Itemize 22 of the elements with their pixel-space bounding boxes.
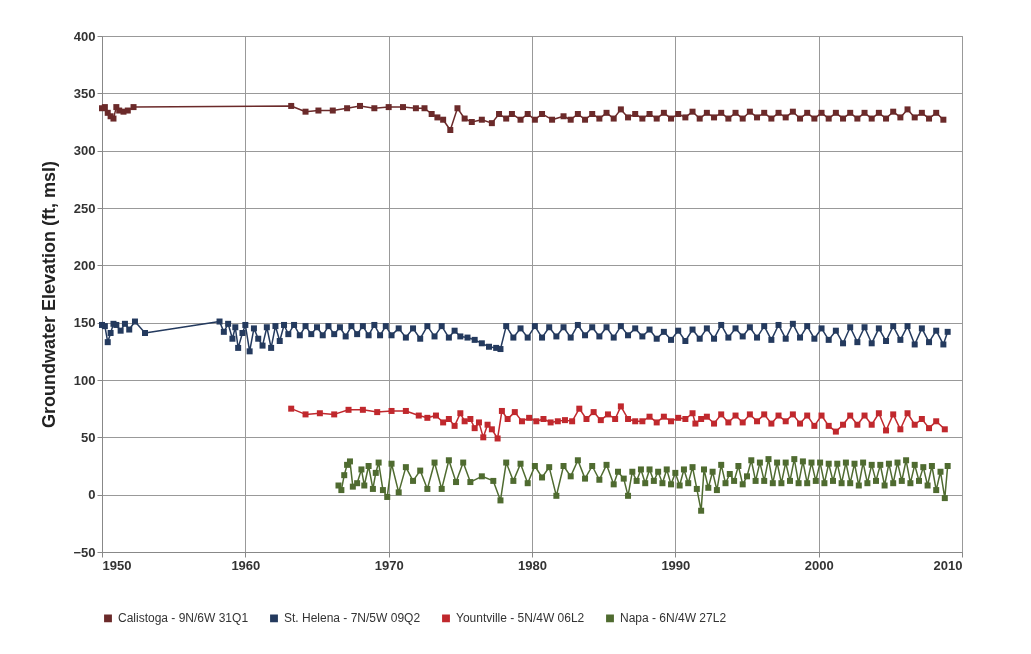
x-tick-label: 2010 — [933, 557, 963, 573]
y-tick-label: 400 — [73, 28, 96, 44]
x-tick-label: 1990 — [661, 557, 691, 573]
legend-label: Calistoga - 9N/6W 31Q1 — [118, 611, 249, 626]
x-tick-label: 1950 — [102, 557, 132, 573]
x-tick-label: 1960 — [231, 557, 261, 573]
y-tick-label: 0 — [88, 487, 96, 503]
x-tick-label: 1970 — [374, 557, 404, 573]
y-tick-label: −50 — [73, 544, 96, 560]
legend-label: St. Helena - 7N/5W 09Q2 — [284, 611, 421, 626]
y-tick-label: 200 — [73, 257, 96, 273]
x-tick-label: 2000 — [804, 557, 834, 573]
y-tick-label: 250 — [73, 200, 96, 216]
legend-label: Napa - 6N/4W 27L2 — [620, 611, 727, 626]
y-tick-label: 100 — [73, 372, 96, 388]
y-axis-title: Groundwater Elevation (ft, msl) — [39, 160, 60, 429]
y-tick-label: 300 — [73, 143, 96, 159]
y-tick-label: 50 — [81, 429, 96, 445]
y-tick-label: 350 — [73, 85, 96, 101]
y-tick-label: 150 — [73, 315, 96, 331]
legend-label: Yountville - 5N/4W 06L2 — [456, 611, 585, 626]
x-tick-label: 1980 — [518, 557, 547, 573]
